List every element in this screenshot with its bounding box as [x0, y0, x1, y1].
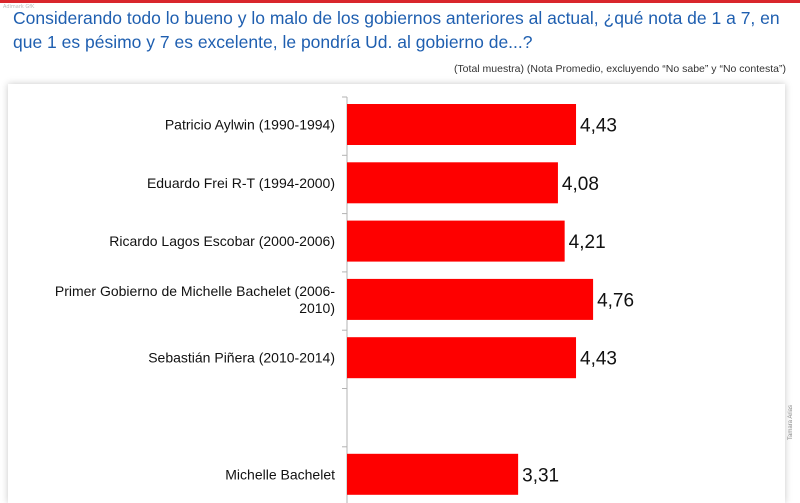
bar [347, 453, 519, 495]
category-label: Primer Gobierno de Michelle Bachelet (20… [55, 283, 335, 316]
value-label: 4,43 [580, 116, 617, 137]
bar [347, 104, 577, 145]
bar [347, 337, 577, 379]
bar [347, 278, 594, 320]
value-label: 4,21 [569, 232, 606, 253]
bar [347, 162, 558, 204]
category-label: Michelle Bachelet [225, 466, 335, 482]
category-label: Sebastián Piñera (2010-2014) [148, 350, 335, 366]
page-title: Considerando todo lo bueno y lo malo de … [13, 8, 780, 52]
value-label: 4,76 [597, 290, 634, 311]
bar [347, 220, 565, 262]
category-label: Patricio Aylwin (1990-1994) [165, 117, 335, 133]
value-label: 3,31 [522, 465, 559, 486]
category-label: Eduardo Frei R-T (1994-2000) [147, 175, 335, 191]
value-label: 4,08 [562, 174, 599, 195]
category-label: Ricardo Lagos Escobar (2000-2006) [109, 233, 335, 249]
top-accent-bar [0, 0, 800, 3]
value-label: 4,43 [580, 349, 617, 370]
corner-logo-text: Adimark GfK [3, 4, 35, 10]
chart-subtitle: (Total muestra) (Nota Promedio, excluyen… [453, 63, 786, 75]
